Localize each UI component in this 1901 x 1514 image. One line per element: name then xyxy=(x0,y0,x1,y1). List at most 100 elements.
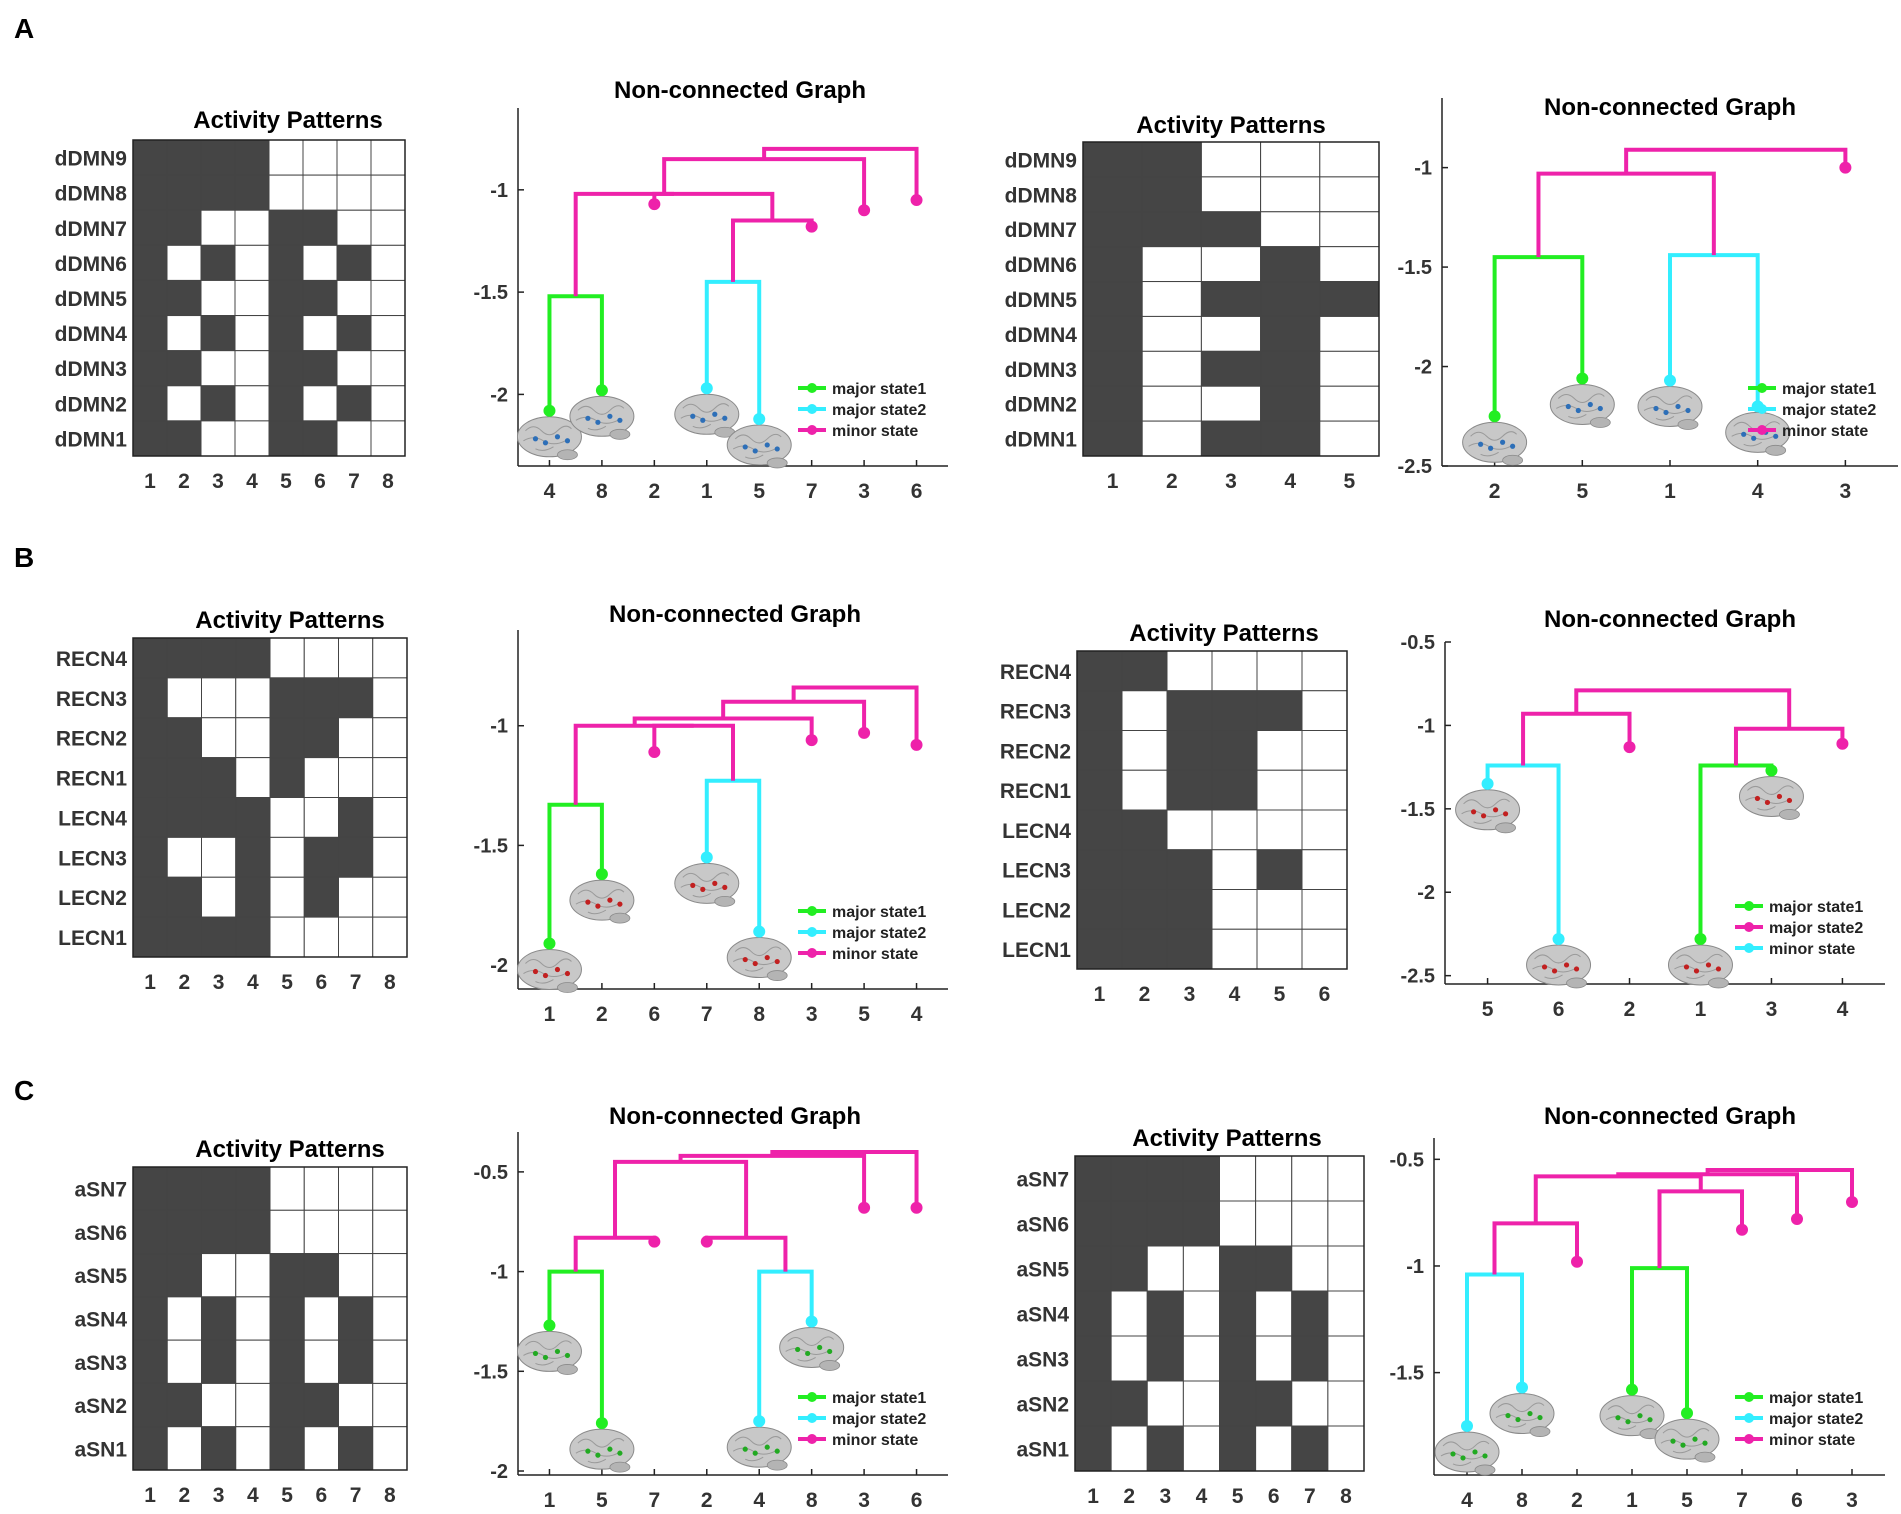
heatmap-cell xyxy=(132,757,168,798)
heatmap-cell xyxy=(1141,141,1202,178)
heatmap-cell xyxy=(1082,211,1143,248)
dendrogram-link xyxy=(791,685,919,745)
heatmap-cell xyxy=(1110,1155,1148,1202)
heatmap-cell xyxy=(338,1296,374,1341)
leaf-node xyxy=(1571,1255,1583,1268)
dendrogram-title: Non-connected Graph xyxy=(609,1103,861,1130)
heatmap-cell xyxy=(1327,1155,1365,1202)
heatmap-cell xyxy=(1110,1425,1148,1472)
heatmap-cell xyxy=(370,315,406,352)
heatmap-title: Activity Patterns xyxy=(1136,112,1325,139)
heatmap-cell xyxy=(1219,1380,1257,1427)
row-label: dDMN5 xyxy=(55,288,128,311)
leaf-node xyxy=(1694,932,1707,945)
row-label: dDMN8 xyxy=(1005,184,1078,207)
panel-label-c: C xyxy=(14,1075,34,1106)
column-tick-label: 3 xyxy=(212,470,224,493)
dendrogram-link xyxy=(1485,763,1561,939)
legend: major state1 major state2 minor state xyxy=(798,904,926,963)
column-tick-label: 8 xyxy=(384,971,396,994)
heatmap-cell xyxy=(166,1296,202,1341)
heatmap-cell xyxy=(1211,849,1258,890)
column-tick-label: 3 xyxy=(1225,470,1237,493)
heatmap-cell xyxy=(1121,730,1168,771)
row-label: dDMN6 xyxy=(1005,254,1077,277)
leaf-node xyxy=(595,1417,608,1430)
row-label: aSN1 xyxy=(74,1438,127,1461)
dendrogram-link xyxy=(1536,171,1716,258)
heatmap-cell xyxy=(372,1339,408,1384)
legend: major state1 major state2 minor state xyxy=(798,381,926,440)
heatmap-cell xyxy=(269,916,305,958)
y-tick-label: -1.5 xyxy=(474,282,508,304)
leaf-node xyxy=(858,726,871,739)
brain-icon xyxy=(1489,1393,1555,1437)
heatmap-cell xyxy=(132,139,168,176)
heatmap-cell xyxy=(200,139,236,176)
heatmap-cell xyxy=(1121,650,1168,692)
column-tick-label: 5 xyxy=(280,470,292,493)
heatmap-cell xyxy=(1200,315,1262,352)
heatmap-cell xyxy=(201,1166,237,1211)
brain-icon xyxy=(674,393,740,438)
heatmap-cell xyxy=(372,1209,408,1255)
heatmap-cell xyxy=(1319,315,1380,352)
heatmap-cell xyxy=(372,637,408,679)
heatmap-cell xyxy=(235,757,271,798)
heatmap-frame xyxy=(1076,650,1348,970)
legend-marker xyxy=(807,383,817,393)
y-tick-label: -1 xyxy=(1414,158,1432,180)
leaf-label: 4 xyxy=(753,1489,765,1512)
heatmap-cell xyxy=(166,385,202,422)
leaf-node xyxy=(910,1201,923,1214)
heatmap-cell xyxy=(1211,730,1258,771)
column-tick-label: 3 xyxy=(1159,1485,1171,1508)
row-label: RECN1 xyxy=(56,768,128,791)
heatmap-cell xyxy=(1200,211,1262,248)
heatmap-cell xyxy=(370,174,406,211)
row-label: aSN4 xyxy=(74,1309,127,1332)
brain-icon xyxy=(1434,1431,1500,1476)
heatmap-cell xyxy=(200,315,236,352)
heatmap-cell xyxy=(1074,1335,1112,1382)
heatmap-cell xyxy=(1141,281,1202,317)
y-tick-label: -2 xyxy=(1414,357,1432,379)
heatmap-cell xyxy=(1291,1155,1329,1202)
heatmap-cell xyxy=(1301,849,1348,890)
heatmap-cell xyxy=(201,1339,237,1384)
heatmap-cell xyxy=(235,797,271,838)
heatmap-cell xyxy=(1121,809,1168,851)
heatmap-cell xyxy=(1256,730,1303,771)
heatmap-cell xyxy=(1146,1155,1184,1202)
heatmap-cell xyxy=(1110,1290,1148,1337)
heatmap-cell xyxy=(166,420,202,457)
heatmap-cell xyxy=(1301,690,1348,731)
heatmap-cell xyxy=(200,420,236,457)
brain-icon xyxy=(516,949,582,993)
heatmap-cell xyxy=(1200,420,1262,457)
leaf-node xyxy=(805,1315,818,1328)
dendrogram-chart: Non-connected Graph -0.5 -1 -1.5 4 8 2 1 5 7 6 3 maj… xyxy=(1390,1103,1885,1512)
heatmap-cell xyxy=(201,637,237,679)
row-label: aSN2 xyxy=(74,1395,127,1418)
heatmap-cell xyxy=(1255,1380,1293,1427)
heatmap-cell xyxy=(234,209,270,246)
leaf-node xyxy=(595,384,608,397)
heatmap-cell xyxy=(132,385,168,422)
heatmap-cell xyxy=(1141,350,1202,387)
heatmap-cell xyxy=(336,385,372,422)
heatmap-cell xyxy=(1255,1245,1293,1292)
heatmap-cell xyxy=(370,209,406,246)
leaf-node xyxy=(805,734,818,747)
column-tick-label: 7 xyxy=(1304,1485,1316,1508)
leaf-node xyxy=(1488,410,1501,423)
row-label: dDMN3 xyxy=(55,358,127,381)
heatmap-cell xyxy=(338,797,374,838)
heatmap-cell xyxy=(1301,650,1348,692)
heatmap-cell xyxy=(1076,889,1123,930)
column-tick-label: 3 xyxy=(213,1484,225,1507)
column-tick-label: 4 xyxy=(247,1484,259,1507)
row-label: LECN4 xyxy=(1002,820,1071,843)
heatmap-cell xyxy=(166,717,202,759)
leaf-node xyxy=(858,1201,871,1214)
